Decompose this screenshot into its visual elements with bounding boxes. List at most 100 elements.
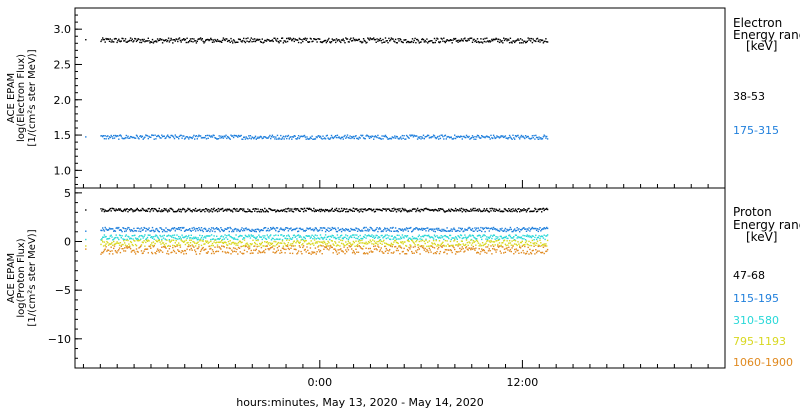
data-point xyxy=(308,227,311,229)
data-point xyxy=(390,210,393,212)
data-point xyxy=(452,244,454,246)
data-point xyxy=(518,136,520,139)
data-point xyxy=(416,237,418,240)
data-point xyxy=(504,38,507,40)
data-point xyxy=(213,252,215,255)
data-point xyxy=(158,39,160,41)
data-point xyxy=(221,238,224,241)
data-point xyxy=(183,138,186,140)
data-point xyxy=(190,239,192,241)
data-point xyxy=(205,208,207,210)
data-point xyxy=(118,238,120,241)
data-point xyxy=(124,40,126,42)
data-point xyxy=(387,237,389,239)
data-point xyxy=(395,211,398,213)
data-point xyxy=(423,208,425,210)
data-point xyxy=(208,241,210,243)
data-point xyxy=(520,236,523,238)
data-point xyxy=(418,137,420,139)
data-point xyxy=(410,238,412,240)
data-point xyxy=(190,234,192,236)
data-point xyxy=(268,207,270,210)
data-point xyxy=(380,247,382,249)
data-point xyxy=(358,229,360,231)
data-point xyxy=(530,37,533,40)
data-point xyxy=(125,208,127,210)
data-point xyxy=(491,253,493,255)
data-point xyxy=(254,40,257,43)
data-point xyxy=(162,242,165,244)
data-point xyxy=(490,245,492,247)
data-point xyxy=(429,209,431,212)
data-point xyxy=(474,237,476,239)
data-point xyxy=(339,210,341,213)
data-point xyxy=(214,210,216,212)
data-point xyxy=(485,209,487,211)
data-point xyxy=(121,248,123,250)
data-point xyxy=(217,241,220,243)
data-point xyxy=(511,138,513,140)
data-point xyxy=(439,208,442,210)
data-point xyxy=(496,209,498,211)
data-point xyxy=(417,229,420,231)
data-point xyxy=(164,238,166,240)
data-point xyxy=(322,209,324,211)
data-point xyxy=(312,228,314,230)
data-point xyxy=(120,245,122,247)
data-point xyxy=(355,240,357,242)
data-point xyxy=(475,247,477,249)
data-point xyxy=(386,40,388,42)
data-point xyxy=(367,247,370,250)
data-point xyxy=(264,227,267,229)
data-point xyxy=(316,229,318,231)
data-point xyxy=(102,135,105,137)
data-point xyxy=(203,249,205,251)
data-point xyxy=(460,207,463,210)
data-point xyxy=(235,234,237,236)
data-point xyxy=(191,211,193,213)
data-point xyxy=(343,135,345,138)
data-point xyxy=(264,211,267,213)
data-point xyxy=(435,239,437,241)
data-point xyxy=(329,210,332,212)
data-point xyxy=(485,246,487,248)
data-point xyxy=(329,247,331,249)
data-point xyxy=(504,243,507,245)
data-point xyxy=(177,136,179,138)
data-point xyxy=(348,242,350,244)
data-point xyxy=(444,134,447,136)
data-point xyxy=(535,136,538,139)
data-point xyxy=(482,136,485,138)
data-point xyxy=(151,41,153,43)
data-point xyxy=(500,235,502,238)
data-point xyxy=(195,242,198,245)
data-point xyxy=(320,227,322,229)
data-point xyxy=(140,135,142,137)
data-point xyxy=(134,38,137,40)
data-point xyxy=(423,234,425,237)
data-point xyxy=(346,210,349,213)
data-point xyxy=(216,209,218,211)
data-point xyxy=(346,237,348,240)
data-point xyxy=(443,251,446,253)
data-point xyxy=(234,242,236,244)
data-point xyxy=(134,210,136,212)
data-point xyxy=(540,137,542,139)
data-point xyxy=(524,228,526,230)
data-point xyxy=(409,41,411,43)
data-point xyxy=(157,237,160,239)
data-point xyxy=(489,138,491,140)
data-point xyxy=(530,137,533,139)
data-point xyxy=(337,39,339,41)
data-point xyxy=(480,245,482,247)
data-point xyxy=(496,228,498,230)
data-point xyxy=(397,208,399,210)
data-point xyxy=(233,250,236,252)
data-point xyxy=(202,238,204,241)
data-point xyxy=(151,251,153,254)
data-point xyxy=(509,248,512,251)
data-point xyxy=(444,211,447,213)
data-point xyxy=(414,228,416,230)
data-point xyxy=(316,251,318,253)
data-point xyxy=(477,234,480,237)
